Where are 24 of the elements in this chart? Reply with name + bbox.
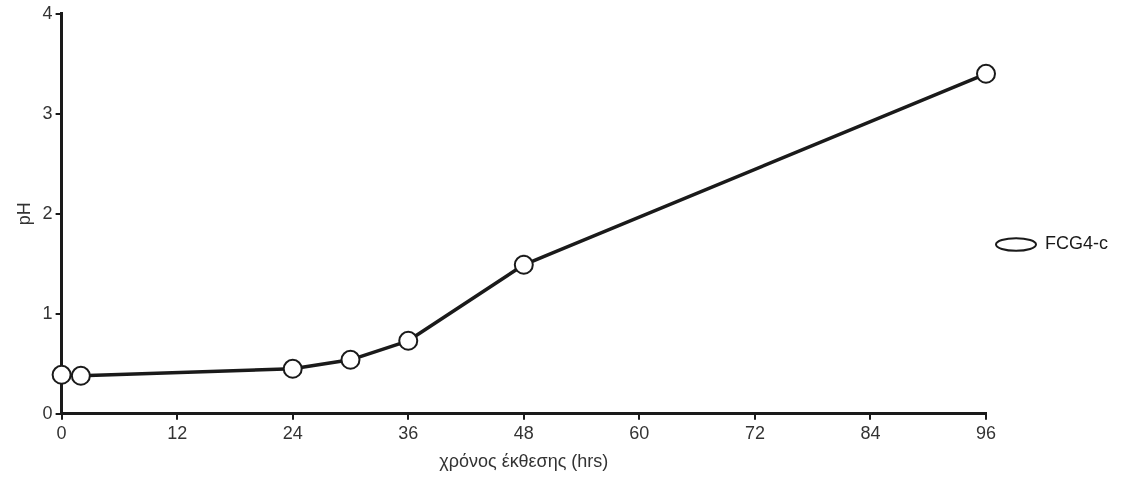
- point: [51, 364, 72, 385]
- point: [282, 358, 303, 379]
- y-tick-label: 4: [42, 2, 53, 23]
- x-axis-title: χρόνος έκθεσης (hrs): [439, 451, 609, 472]
- legend-label: FCG4-c: [1045, 233, 1108, 254]
- x-tick-label: 48: [513, 422, 534, 443]
- x-tick-label: 24: [282, 422, 303, 443]
- x-tick-label: 96: [975, 422, 997, 443]
- point: [513, 254, 534, 275]
- point: [976, 63, 996, 84]
- y-tick-label: 2: [42, 202, 53, 223]
- x-tick-label: 36: [398, 422, 419, 443]
- y-tick-label: 3: [42, 102, 53, 123]
- y-axis-title: pH: [13, 202, 34, 226]
- x-tick-label: 12: [167, 422, 188, 443]
- point: [70, 365, 91, 386]
- x-tick-label: 84: [860, 422, 881, 443]
- point: [398, 330, 419, 351]
- y-tick-label: 1: [42, 302, 53, 323]
- y-tick-label: 0: [42, 402, 53, 423]
- x-tick-label: 60: [629, 422, 650, 443]
- x-tick-label: 72: [744, 422, 765, 443]
- x-tick-label: 0: [56, 422, 67, 443]
- point: [340, 349, 361, 370]
